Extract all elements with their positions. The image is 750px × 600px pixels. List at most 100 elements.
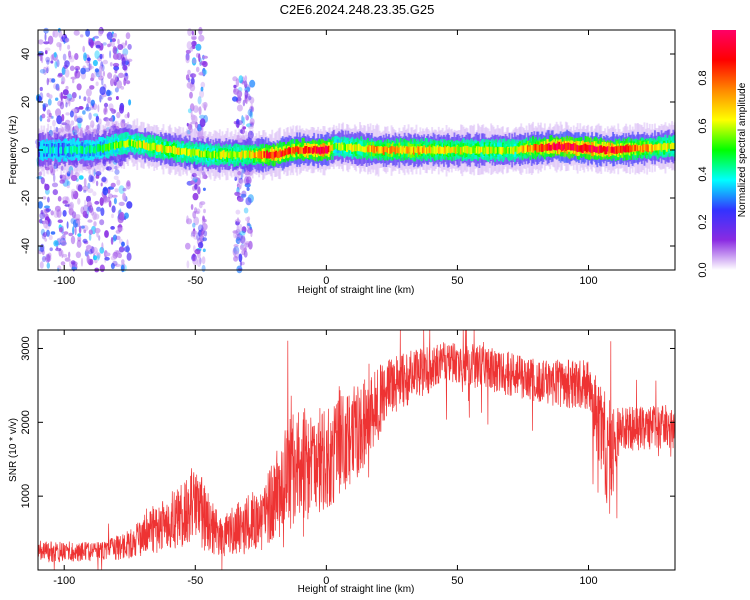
spectrogram-ridge-cell: [659, 143, 662, 151]
spectrogram-ridge-cell: [305, 146, 308, 153]
spectrogram-ridge-cell: [584, 143, 587, 151]
spectrogram-ridge-cell: [617, 145, 620, 153]
spectrogram-noise-speckle: [233, 246, 240, 255]
spectrogram-noise-speckle: [105, 166, 112, 171]
spectrogram-noise-speckle: [61, 240, 67, 247]
spectrogram-ridge-cell: [114, 142, 116, 150]
spectrogram-ridge-cell: [523, 145, 525, 152]
spectrogram-noise-speckle: [232, 96, 238, 102]
spectrogram-noise-speckle: [243, 80, 248, 89]
spectrogram-ridge-cell: [238, 152, 241, 158]
spectrogram-noise-speckle: [80, 225, 85, 229]
spectrogram-noise-speckle: [94, 70, 97, 78]
spectrogram-noise-speckle: [122, 64, 128, 71]
spectrogram-ridge-cell: [45, 146, 48, 153]
spectrogram-ridge-cell: [68, 143, 71, 158]
spectrogram-noise-speckle: [198, 26, 203, 35]
spectrogram-noise-speckle: [90, 39, 94, 49]
spectrogram-noise-speckle: [53, 240, 59, 247]
spectrogram-noise-speckle: [113, 33, 117, 37]
spectrogram-noise-speckle: [118, 246, 125, 253]
spectrogram-ridge-cell: [466, 146, 469, 154]
spectrogram-ridge-cell: [479, 147, 482, 153]
spectrogram-ridge-cell: [173, 145, 175, 154]
spectrogram-noise-speckle: [113, 197, 117, 205]
spectrogram-noise-speckle: [92, 59, 98, 67]
spectrogram-noise-speckle: [82, 185, 89, 192]
spectrogram-noise-speckle: [92, 246, 98, 255]
spectrogram-ridge-cell: [534, 144, 537, 151]
spectrogram-ridge-cell: [431, 147, 434, 154]
spectrogram-ridge-cell: [415, 147, 418, 153]
spectrogram-ridge-cell: [205, 150, 208, 158]
spectrogram-noise-speckle: [90, 77, 94, 82]
spectrogram-noise-speckle: [239, 244, 244, 250]
spectrogram-noise-speckle: [45, 65, 50, 73]
spectrogram-ridge-cell: [273, 151, 276, 158]
spectrogram-noise-speckle: [40, 210, 44, 215]
spectrogram-ridge-cell: [457, 146, 460, 153]
spectrogram-ridge-cell: [614, 146, 617, 154]
spectrogram-ridge-cell: [428, 145, 431, 153]
spectrogram-ridge-cell: [433, 146, 436, 154]
spectrogram-ridge-cell: [104, 143, 107, 152]
spectrogram-noise-speckle: [64, 123, 71, 132]
spectrogram-noise-speckle: [247, 223, 251, 226]
spectrogram-noise-speckle: [109, 50, 112, 59]
spectrogram-noise-speckle: [111, 213, 114, 219]
spectrogram-ridge-cell: [491, 146, 494, 154]
spectrogram-noise-speckle: [60, 261, 66, 266]
spectrogram-ridge-cell: [402, 145, 405, 153]
spectrogram-noise-speckle: [195, 66, 200, 73]
spectrogram-noise-speckle: [69, 65, 75, 72]
spectrogram-ridge-cell: [496, 146, 499, 155]
spectrogram-ridge-cell: [226, 150, 229, 158]
spectrogram-ridge-cell: [128, 140, 131, 146]
spectrogram-ridge-cell: [212, 150, 215, 159]
spectrogram-noise-speckle: [121, 241, 125, 247]
spectrogram-noise-speckle: [59, 174, 63, 179]
spectrogram-noise-speckle: [123, 77, 127, 86]
spectrogram-ridge-cell: [521, 145, 524, 154]
spectrogram-noise-speckle: [82, 238, 88, 244]
spectrogram-ridge-cell: [241, 150, 244, 158]
spectrogram-noise-speckle: [62, 53, 67, 61]
spectrogram-noise-speckle: [44, 205, 50, 209]
spectrogram-ridge-cell: [374, 147, 377, 154]
spectrogram-ridge-cell: [389, 147, 392, 154]
spectrogram-ridge-cell: [652, 144, 655, 151]
spectrogram-noise-speckle: [191, 230, 198, 235]
spectrogram-noise-speckle: [55, 126, 59, 133]
spectrogram-ridge-cell: [124, 141, 127, 148]
spectrogram-noise-speckle: [88, 63, 93, 71]
spectrogram-noise-speckle: [189, 127, 193, 133]
spectrogram-noise-speckle: [40, 177, 45, 185]
spectrogram-ridge-cell: [285, 149, 288, 155]
spectrogram-noise-speckle: [39, 261, 44, 269]
spectrogram-ridge-cell: [344, 144, 347, 151]
spectrogram-noise-speckle: [115, 96, 119, 100]
spectrogram-noise-speckle: [185, 242, 191, 250]
spectrogram-ridge-cell: [111, 143, 114, 150]
spectrogram-noise-speckle: [246, 176, 252, 185]
spectrogram-noise-speckle: [70, 120, 75, 126]
x-tick-label: -50: [187, 575, 203, 587]
spectrogram-noise-speckle: [108, 193, 113, 199]
spectrogram-noise-speckle: [67, 44, 71, 50]
spectrogram-noise-speckle: [202, 187, 206, 191]
spectrogram-ridge-cell: [508, 147, 511, 154]
spectrogram-noise-speckle: [194, 121, 199, 129]
spectrogram-noise-speckle: [46, 262, 50, 269]
y-tick-label: 3000: [20, 336, 32, 360]
spectrogram-noise-speckle: [54, 205, 61, 212]
spectrogram-ridge-cell: [559, 144, 562, 150]
spectrogram-noise-speckle: [190, 77, 195, 85]
spectrogram-noise-speckle: [232, 247, 237, 257]
spectrogram-ridge-cell: [622, 145, 625, 152]
spectrogram-noise-speckle: [41, 55, 44, 64]
spectrogram-noise-speckle: [69, 97, 75, 103]
spectrogram-ridge-cell: [313, 146, 316, 153]
spectrogram-ridge-cell: [423, 145, 426, 154]
spectrogram-noise-speckle: [43, 219, 49, 229]
spectrogram-ridge-cell: [432, 145, 435, 154]
